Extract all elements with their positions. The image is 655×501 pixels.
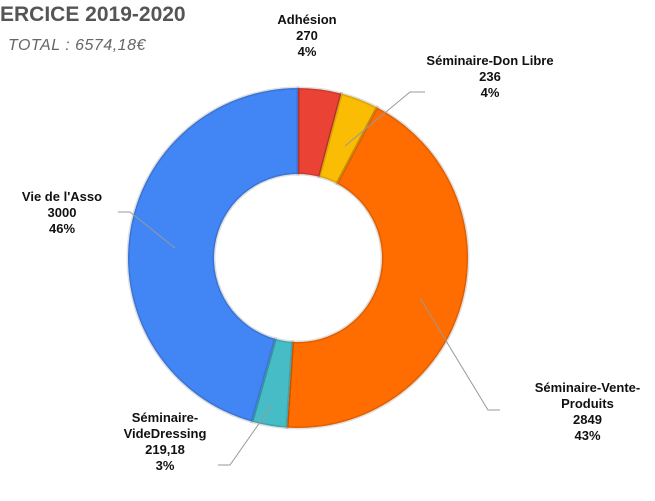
label-name: Adhésion xyxy=(277,12,337,27)
label-name: Séminaire-Vente-Produits xyxy=(534,380,641,411)
label-name: Vie de l'Asso xyxy=(21,189,103,204)
leader-line xyxy=(419,297,500,411)
data-label: Vie de l'Asso 3000 46% xyxy=(2,189,122,237)
data-label: Adhésion 270 4% xyxy=(257,12,357,60)
donut-slice xyxy=(126,86,300,424)
chart-title: ERCICE 2019-2020 xyxy=(0,3,186,26)
label-percent: 46% xyxy=(48,221,76,236)
label-percent: 4% xyxy=(480,85,500,100)
leader-line xyxy=(218,404,273,466)
label-percent: 4% xyxy=(297,44,317,59)
data-label: Séminaire-VideDressing 219,18 3% xyxy=(100,410,230,474)
donut-slice xyxy=(250,337,295,430)
leader-line xyxy=(118,211,176,249)
label-value: 270 xyxy=(296,28,318,43)
label-value: 236 xyxy=(479,69,501,84)
label-value: 2849 xyxy=(573,412,602,427)
label-name: Séminaire-Don Libre xyxy=(426,53,554,68)
leader-line xyxy=(344,91,425,147)
label-percent: 43% xyxy=(574,428,601,443)
data-label: Séminaire-Don Libre 236 4% xyxy=(425,53,555,101)
data-label: Séminaire-Vente-Produits 2849 43% xyxy=(520,380,655,444)
label-percent: 3% xyxy=(155,458,175,473)
donut-slice xyxy=(317,91,380,186)
label-value: 3000 xyxy=(47,205,77,220)
donut-slice xyxy=(285,105,470,430)
label-name: Séminaire-VideDressing xyxy=(123,410,207,441)
label-value: 219,18 xyxy=(145,442,185,457)
chart-subtitle: TOTAL : 6574,18€ xyxy=(8,37,146,54)
donut-slice xyxy=(296,86,344,179)
